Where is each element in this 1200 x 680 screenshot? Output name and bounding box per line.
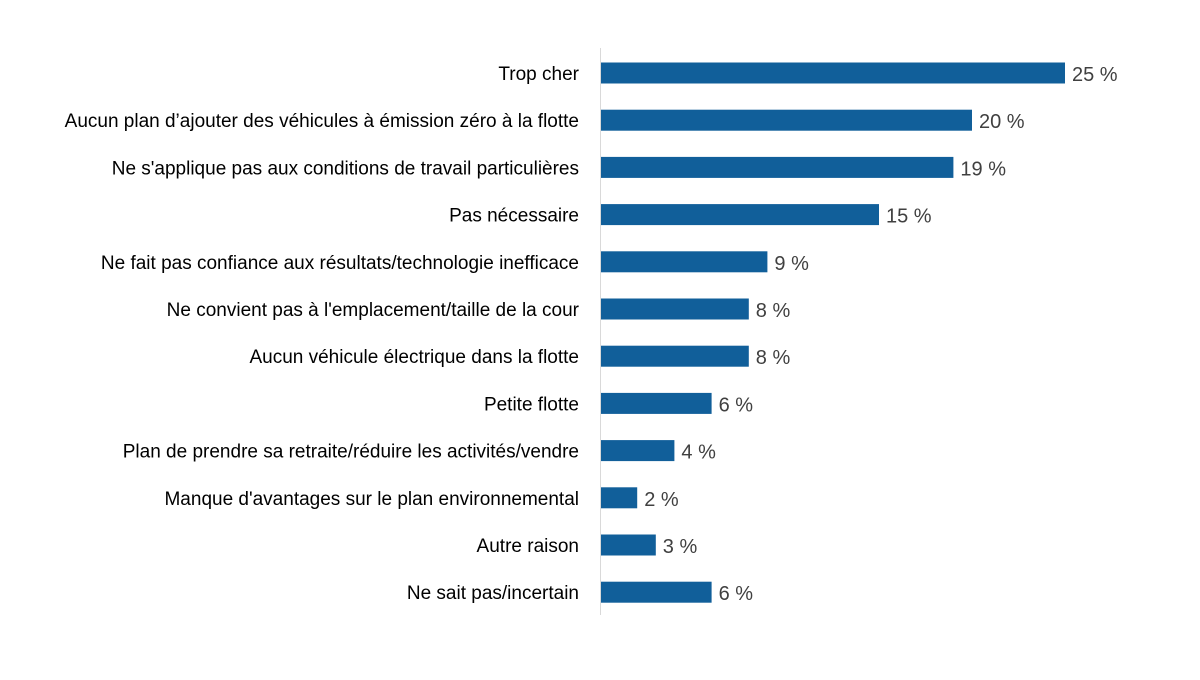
category-label: Ne fait pas confiance aux résultats/tech… [101,253,579,274]
value-label: 19 % [960,158,1006,180]
value-label: 6 % [719,394,754,416]
value-label: 8 % [756,347,791,369]
bar [600,204,879,226]
bar [600,251,768,273]
value-label: 25 % [1072,64,1118,86]
bar [600,298,749,320]
category-label: Ne convient pas à l'emplacement/taille d… [167,300,580,321]
category-label: Autre raison [477,536,579,557]
bar [600,581,712,603]
value-label: 3 % [663,536,698,558]
value-label: 6 % [719,583,754,605]
bar [600,440,675,462]
category-label: Ne s'applique pas aux conditions de trav… [112,158,579,179]
category-label: Plan de prendre sa retraite/réduire les … [123,442,579,463]
value-label: 4 % [681,442,716,464]
category-label: Aucun plan d’ajouter des véhicules à émi… [65,111,579,132]
value-label: 15 % [886,206,932,228]
value-label: 20 % [979,111,1025,133]
category-label: Trop cher [498,64,579,85]
category-label: Aucun véhicule électrique dans la flotte [249,347,579,368]
bar [600,487,638,509]
value-label: 2 % [644,489,679,511]
category-label: Ne sait pas/incertain [407,583,579,604]
bar [600,62,1065,84]
category-label: Pas nécessaire [449,206,579,227]
category-label: Manque d'avantages sur le plan environne… [164,489,579,510]
bar [600,392,712,414]
category-label: Petite flotte [484,394,579,415]
bar [600,534,656,556]
bar [600,345,749,367]
value-label: 9 % [774,253,809,275]
bar [600,109,972,131]
value-label: 8 % [756,300,791,322]
bar [600,156,954,178]
